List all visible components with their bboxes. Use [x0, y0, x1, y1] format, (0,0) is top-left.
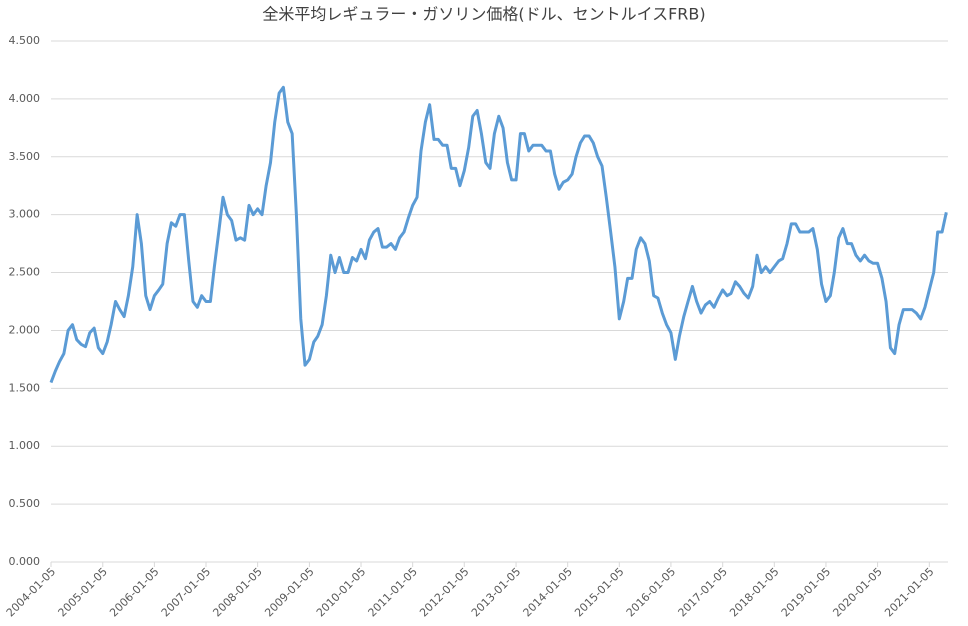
x-tick-label: 2007-01-05	[159, 565, 213, 619]
y-tick-label: 2.000	[9, 323, 41, 336]
x-tick-label: 2019-01-05	[779, 565, 833, 619]
y-tick-label: 4.000	[9, 92, 41, 105]
y-tick-label: 4.500	[9, 34, 41, 47]
x-tick-label: 2008-01-05	[210, 565, 264, 619]
y-tick-label: 3.500	[9, 150, 41, 163]
x-tick-label: 2014-01-05	[521, 565, 575, 619]
x-tick-label: 2017-01-05	[676, 565, 730, 619]
x-tick-label: 2012-01-05	[417, 565, 471, 619]
x-tick-label: 2021-01-05	[882, 565, 936, 619]
x-tick-label: 2018-01-05	[727, 565, 781, 619]
x-tick-label: 2009-01-05	[262, 565, 316, 619]
x-tick-label: 2015-01-05	[572, 565, 626, 619]
x-tick-label: 2013-01-05	[469, 565, 523, 619]
chart-title: 全米平均レギュラー・ガソリン価格(ドル、セントルイスFRB)	[262, 5, 705, 24]
y-tick-label: 0.500	[9, 497, 41, 510]
y-tick-label: 2.500	[9, 266, 41, 279]
x-tick-label: 2020-01-05	[830, 565, 884, 619]
y-tick-label: 1.000	[9, 439, 41, 452]
x-tick-label: 2016-01-05	[624, 565, 678, 619]
data-line	[49, 85, 948, 384]
x-tick-label: 2005-01-05	[56, 565, 110, 619]
y-tick-label: 3.000	[9, 208, 41, 221]
x-tick-label: 2010-01-05	[314, 565, 368, 619]
x-tick-label: 2006-01-05	[107, 565, 161, 619]
x-tick-label: 2004-01-05	[4, 565, 58, 619]
y-tick-label: 0.000	[9, 555, 41, 568]
x-tick-label: 2011-01-05	[365, 565, 419, 619]
y-tick-label: 1.500	[9, 381, 41, 394]
